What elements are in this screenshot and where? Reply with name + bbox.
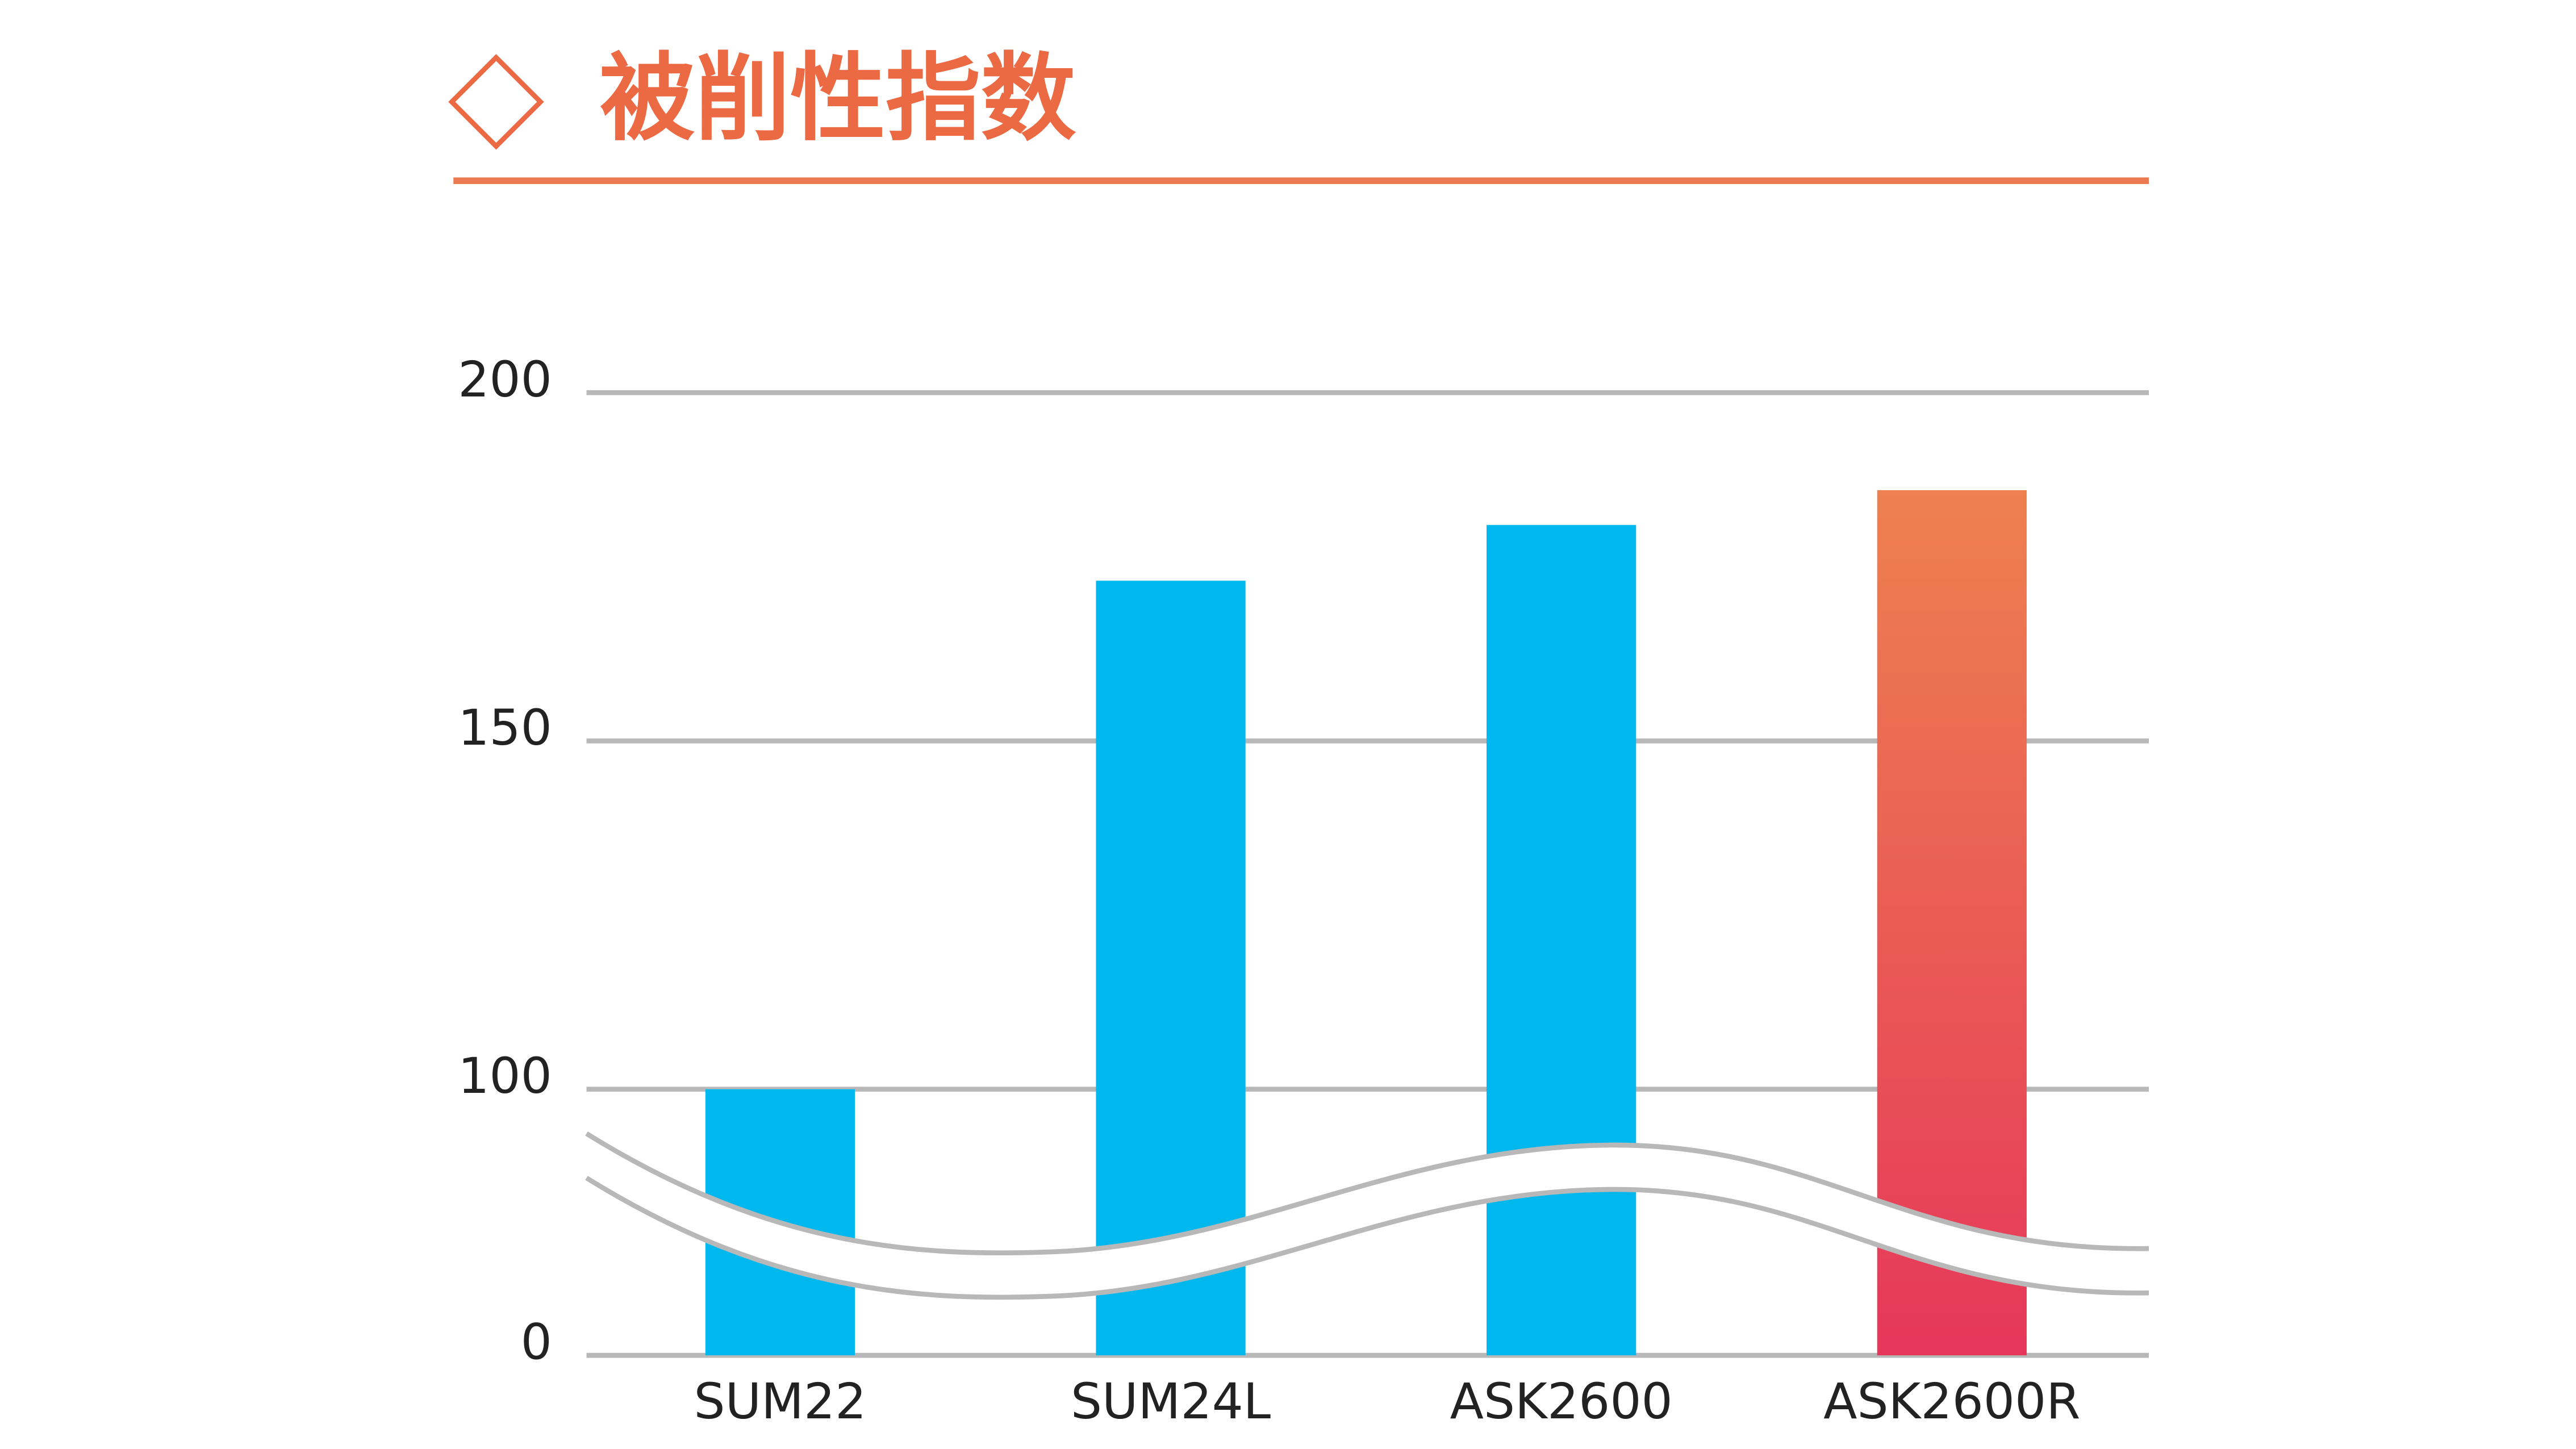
- x-tick-label: SUM22: [694, 1373, 867, 1430]
- axis-break-line: [585, 1176, 2149, 1300]
- y-tick-label: 150: [458, 699, 552, 757]
- x-tick-label: SUM24L: [1071, 1373, 1271, 1430]
- x-tick-label: ASK2600: [1450, 1373, 1673, 1430]
- axis-break-band: [586, 1133, 2149, 1297]
- y-tick-label: 100: [458, 1047, 552, 1105]
- y-tick-label: 0: [521, 1314, 552, 1371]
- axis-break-line: [585, 1131, 2149, 1256]
- bar: [1487, 525, 1636, 1356]
- y-tick-label: 200: [458, 351, 552, 408]
- title-icon: [448, 54, 544, 150]
- chart-title: 被削性指数: [600, 43, 1076, 154]
- x-tick-label: ASK2600R: [1823, 1373, 2080, 1430]
